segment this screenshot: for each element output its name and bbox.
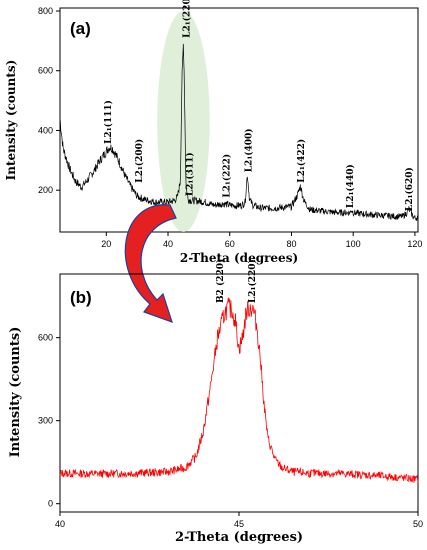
- panel-b-label: (b): [70, 288, 92, 307]
- peak-label: L2₁(422): [296, 139, 307, 183]
- peak-highlight-ellipse: [157, 10, 210, 232]
- x-tick-label: 80: [286, 239, 296, 249]
- panel-a-x-axis-title: 2-Theta (degrees): [180, 251, 298, 265]
- peak-label: L2₁(620): [404, 167, 415, 211]
- x-tick-label: 100: [346, 239, 361, 249]
- y-tick-label: 600: [38, 66, 53, 76]
- curved-arrow-icon: [124, 204, 177, 323]
- y-tick-label: 300: [38, 416, 53, 426]
- x-tick-label: 40: [55, 519, 65, 529]
- peak-label: L2₁(222): [222, 154, 233, 198]
- x-tick-label: 20: [101, 239, 111, 249]
- y-tick-label: 200: [38, 185, 53, 195]
- peak-label: L2₁(400): [243, 128, 254, 172]
- peak-label: L2₁(440): [345, 164, 356, 208]
- panel-a-label: (a): [70, 19, 91, 38]
- panel-a-y-axis-title: Intensity (counts): [4, 60, 18, 181]
- y-tick-label: 800: [38, 6, 53, 16]
- x-tick-label: 50: [413, 519, 423, 529]
- panel-b-y-axis-title: Intensity (counts): [8, 327, 23, 458]
- x-tick-label: 40: [163, 239, 173, 249]
- peak-label: L2₁(220): [247, 259, 258, 303]
- x-tick-label: 45: [234, 519, 244, 529]
- peak-label: B2 (220): [215, 259, 226, 303]
- panel-b-x-axis-title: 2-Theta (degrees): [175, 530, 303, 545]
- y-tick-label: 600: [38, 333, 53, 343]
- y-tick-label: 0: [48, 499, 53, 509]
- x-tick-label: 120: [407, 239, 422, 249]
- y-tick-label: 400: [38, 125, 53, 135]
- xrd-series-line: [59, 297, 419, 483]
- peak-label: L2₁(220): [182, 0, 193, 38]
- peak-label: L2₁(111): [103, 100, 114, 144]
- peak-label: L2₁(311): [185, 152, 196, 196]
- peak-label: L2₁(200): [134, 139, 145, 183]
- panel-b-chart: 40 45 50 0 300 600 B2 (220) L2₁(220) (b) 2-The…: [8, 259, 423, 545]
- panel-a-chart: 20 40 60 80 100 120 200 400 600 800 L2₁(111) L2₁(2…: [4, 0, 422, 265]
- xrd-series-line: [59, 43, 419, 221]
- x-tick-label: 60: [225, 239, 235, 249]
